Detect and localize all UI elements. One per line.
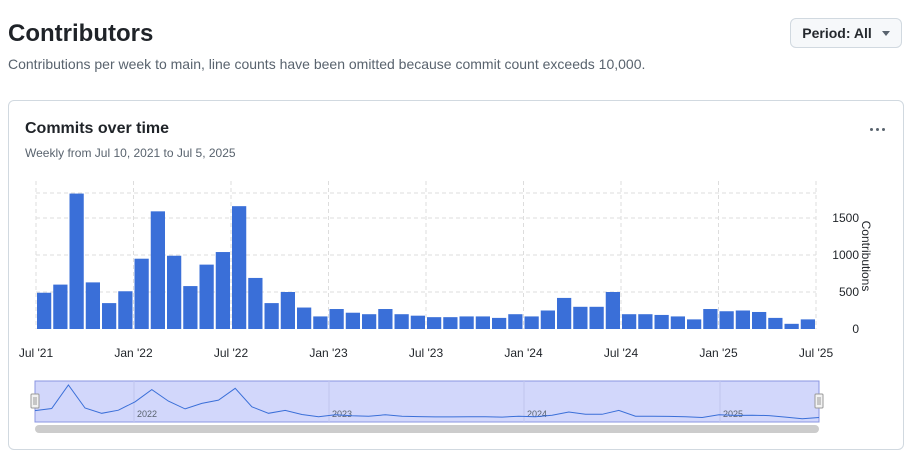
bar xyxy=(329,309,344,329)
navigator-left-handle[interactable] xyxy=(30,393,40,409)
y-tick-label: 1500 xyxy=(832,211,859,225)
bar xyxy=(394,314,409,329)
bar xyxy=(378,309,393,329)
bar xyxy=(53,284,68,329)
commits-card: Commits over time Weekly from Jul 10, 20… xyxy=(8,100,904,450)
bar xyxy=(69,193,84,329)
bar xyxy=(297,307,312,329)
bar xyxy=(215,252,230,329)
x-tick-label: Jan '24 xyxy=(504,346,543,360)
x-tick-label: Jan '23 xyxy=(309,346,348,360)
y-axis-title: Contributions xyxy=(859,221,873,292)
bar xyxy=(573,306,588,329)
bar xyxy=(85,282,100,329)
bar xyxy=(687,319,702,329)
bar xyxy=(102,303,117,329)
navigator-scrollbar[interactable] xyxy=(35,425,819,433)
kebab-icon-dot xyxy=(875,127,879,131)
bar xyxy=(735,310,750,329)
bar xyxy=(427,317,442,329)
caret-down-icon xyxy=(881,30,890,36)
navigator-year-label: 2023 xyxy=(332,409,352,419)
bar xyxy=(638,314,653,329)
bar xyxy=(345,312,360,329)
x-tick-label: Jul '21 xyxy=(19,346,54,360)
navigator-year-label: 2024 xyxy=(527,409,547,419)
bar xyxy=(199,264,214,329)
bar xyxy=(443,317,458,329)
bar xyxy=(703,309,718,329)
bar xyxy=(784,323,799,329)
navigator-series-line xyxy=(34,384,820,420)
bar xyxy=(134,258,149,329)
bar xyxy=(719,311,734,329)
bar xyxy=(800,319,815,329)
bar xyxy=(540,310,555,329)
bar xyxy=(475,316,490,329)
x-tick-label: Jan '25 xyxy=(699,346,738,360)
card-title: Commits over time xyxy=(25,120,170,137)
period-label: Period: All xyxy=(802,25,872,41)
bar xyxy=(37,292,52,329)
bar xyxy=(752,311,767,329)
bar xyxy=(264,303,279,329)
card-subtitle: Weekly from Jul 10, 2021 to Jul 5, 2025 xyxy=(25,146,236,160)
bar xyxy=(524,316,539,329)
more-options-button[interactable] xyxy=(865,119,889,139)
bar xyxy=(670,316,685,329)
kebab-icon-dot xyxy=(881,127,885,131)
bar xyxy=(508,314,523,329)
x-tick-label: Jan '22 xyxy=(114,346,153,360)
bar xyxy=(362,314,377,329)
navigator-year-label: 2025 xyxy=(723,409,743,419)
bar xyxy=(118,291,133,329)
bar xyxy=(183,286,198,329)
bar xyxy=(167,255,182,329)
bar xyxy=(654,314,669,329)
bar xyxy=(410,315,425,329)
x-tick-label: Jul '22 xyxy=(214,346,249,360)
bar xyxy=(248,277,263,329)
y-tick-label: 500 xyxy=(839,285,859,299)
x-tick-label: Jul '23 xyxy=(409,346,444,360)
period-dropdown[interactable]: Period: All xyxy=(790,18,902,48)
y-tick-label: 1000 xyxy=(832,248,859,262)
bar xyxy=(589,306,604,329)
bar xyxy=(459,316,474,329)
bar xyxy=(313,316,328,329)
navigator-window[interactable] xyxy=(34,380,820,423)
navigator-year-label: 2022 xyxy=(137,409,157,419)
bar xyxy=(150,211,165,329)
bar xyxy=(280,292,295,329)
commits-chart: 0 500 1000 1500 Jul '21 Jan '22 Jul '22 Jan '23… xyxy=(19,181,873,433)
bar xyxy=(557,297,572,329)
bar xyxy=(622,314,637,329)
x-tick-label: Jul '24 xyxy=(604,346,639,360)
navigator-right-handle[interactable] xyxy=(814,393,824,409)
bar xyxy=(492,317,507,329)
page-title: Contributors xyxy=(8,20,154,47)
bar xyxy=(768,317,783,329)
x-tick-label: Jul '25 xyxy=(799,346,834,360)
bar xyxy=(232,206,247,329)
y-tick-label: 0 xyxy=(852,322,859,336)
kebab-icon-dot xyxy=(869,127,873,131)
bar xyxy=(605,292,620,329)
page-subtitle: Contributions per week to main, line cou… xyxy=(8,56,646,72)
